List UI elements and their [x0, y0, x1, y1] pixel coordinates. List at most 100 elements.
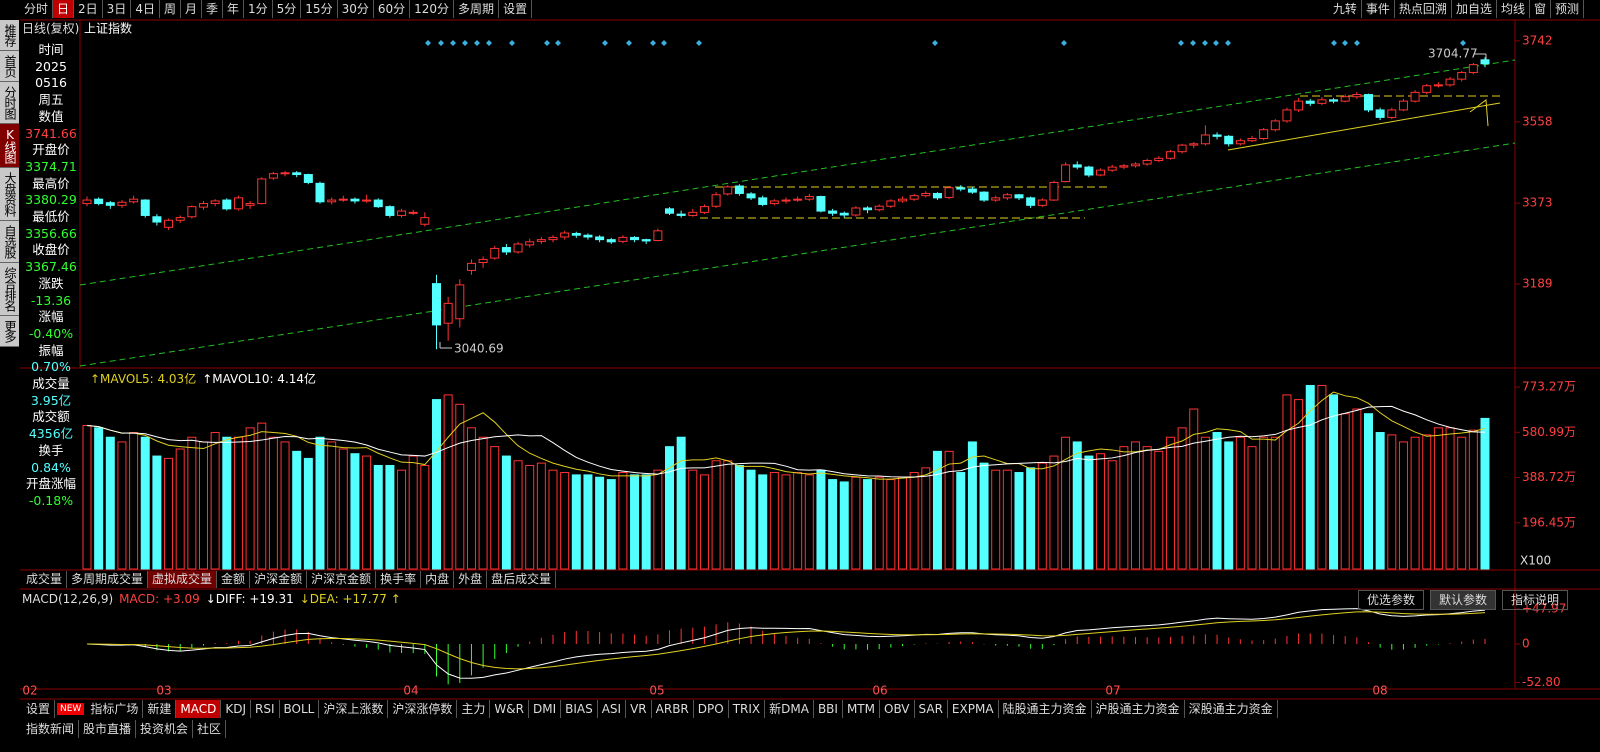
indicator-tab[interactable]: BOLL: [280, 700, 320, 718]
tool-button[interactable]: 预测: [1551, 0, 1584, 18]
period-tab[interactable]: 日: [53, 0, 75, 18]
volume-bar: [1026, 467, 1036, 570]
volume-tab[interactable]: 沪深金额: [250, 571, 308, 588]
volume-bar: [863, 479, 873, 570]
sidebar-tab[interactable]: 更多: [0, 316, 19, 347]
period-tab[interactable]: 1分: [244, 0, 273, 18]
indicator-tab[interactable]: DMI: [529, 700, 562, 718]
volume-bar: [1177, 427, 1187, 570]
macd-label: ↓DIFF: +19.31: [205, 592, 294, 606]
info-label: 成交量: [32, 376, 70, 392]
indicator-tab[interactable]: SAR: [915, 700, 948, 718]
tool-button[interactable]: 窗: [1530, 0, 1551, 18]
indicator-tab[interactable]: BIAS: [561, 700, 598, 718]
volume-bar: [665, 446, 674, 570]
indicator-tab[interactable]: NEW: [57, 703, 85, 715]
period-tab[interactable]: 季: [202, 0, 223, 18]
indicator-tab[interactable]: 新建: [143, 700, 177, 718]
sidebar-tab[interactable]: 大盘资料: [0, 168, 19, 221]
volume-tab[interactable]: 换手率: [376, 571, 422, 588]
candle-body: [466, 262, 476, 271]
macd-button[interactable]: 默认参数: [1429, 590, 1496, 610]
period-tab[interactable]: 120分: [410, 0, 455, 18]
indicator-tab[interactable]: RSI: [251, 700, 280, 718]
period-tab[interactable]: 多周期: [454, 0, 500, 18]
news-tab[interactable]: 股市直播: [79, 720, 137, 738]
volume-bar: [583, 474, 593, 570]
indicator-tab[interactable]: MACD: [176, 700, 222, 718]
indicator-tab[interactable]: 沪深上涨数: [319, 700, 389, 718]
tool-button[interactable]: 事件: [1362, 0, 1395, 18]
volume-bar: [1364, 413, 1373, 570]
indicator-tab[interactable]: ARBR: [652, 700, 694, 718]
candle-body: [1142, 159, 1152, 165]
period-tab[interactable]: 30分: [338, 0, 374, 18]
period-tab[interactable]: 5分: [273, 0, 302, 18]
tool-button[interactable]: 均线: [1497, 0, 1530, 18]
sidebar-tab[interactable]: K线图: [0, 124, 19, 168]
indicator-tab[interactable]: 沪深涨停数: [388, 700, 458, 718]
period-tab[interactable]: 15分: [301, 0, 338, 18]
volume-bar: [1329, 394, 1339, 570]
volume-tab[interactable]: 虚拟成交量: [148, 571, 218, 588]
volume-tab[interactable]: 金额: [217, 571, 251, 588]
indicator-tab[interactable]: 陆股通主力资金: [999, 700, 1092, 718]
indicator-tab[interactable]: OBV: [880, 700, 915, 718]
sidebar-tab[interactable]: 首页: [0, 51, 19, 82]
sidebar-tab[interactable]: 推荐: [0, 20, 19, 51]
indicator-tab[interactable]: 主力: [457, 700, 491, 718]
indicator-tab[interactable]: BBI: [814, 700, 843, 718]
candle-body: [1270, 120, 1280, 131]
volume-bar: [257, 422, 267, 570]
period-tab[interactable]: 周: [160, 0, 181, 18]
indicator-tab[interactable]: TRIX: [729, 700, 766, 718]
candle-body: [525, 241, 535, 246]
indicator-tab[interactable]: 设置: [22, 700, 56, 718]
sidebar-tab[interactable]: 自选股: [0, 221, 19, 263]
indicator-tab[interactable]: DPO: [694, 700, 729, 718]
period-tab[interactable]: 月: [181, 0, 202, 18]
indicator-tab[interactable]: 沪股通主力资金: [1092, 700, 1185, 718]
indicator-tab[interactable]: ASI: [598, 700, 627, 718]
period-tab[interactable]: 设置: [499, 0, 533, 18]
volume-bar: [1037, 462, 1047, 570]
indicator-tab[interactable]: W&R: [490, 700, 529, 718]
indicator-tab[interactable]: KDJ: [221, 700, 252, 718]
period-tab[interactable]: 3日: [103, 0, 132, 18]
period-tab[interactable]: 年: [223, 0, 245, 18]
candle-body: [571, 232, 581, 236]
volume-bar: [991, 469, 1001, 570]
period-tab[interactable]: 分时: [20, 0, 54, 18]
tool-button[interactable]: 加自选: [1452, 0, 1497, 18]
volume-tab[interactable]: 成交量: [22, 571, 68, 588]
candle-body: [967, 188, 977, 193]
candle-body: [839, 212, 849, 216]
indicator-tab[interactable]: MTM: [843, 700, 880, 718]
candle-body: [758, 197, 768, 205]
sidebar-tab[interactable]: 分时图: [0, 82, 19, 124]
period-tab[interactable]: 2日: [74, 0, 103, 18]
volume-tab[interactable]: 外盘: [454, 571, 488, 588]
volume-tab[interactable]: 盘后成交量: [487, 571, 557, 588]
volume-tab[interactable]: 多周期成交量: [67, 571, 149, 588]
tool-button[interactable]: 九转: [1329, 0, 1362, 18]
indicator-tab[interactable]: 深股通主力资金: [1185, 700, 1278, 718]
news-tab[interactable]: 社区: [193, 720, 227, 738]
indicator-tab[interactable]: EXPMA: [948, 700, 999, 718]
macd-button[interactable]: 优选参数: [1357, 590, 1424, 610]
candle-body: [175, 217, 185, 221]
period-tab[interactable]: 60分: [374, 0, 411, 18]
sidebar-tab[interactable]: 综合排名: [0, 263, 19, 316]
volume-tab[interactable]: 沪深京金额: [307, 571, 377, 588]
candle-body: [641, 239, 651, 242]
indicator-tab[interactable]: 新DMA: [765, 700, 814, 718]
indicator-tab[interactable]: VR: [626, 700, 652, 718]
volume-bar: [1375, 432, 1385, 570]
tool-button[interactable]: 热点回溯: [1395, 0, 1452, 18]
volume-tab[interactable]: 内盘: [421, 571, 455, 588]
period-tab[interactable]: 4日: [131, 0, 160, 18]
news-tab[interactable]: 指数新闻: [22, 720, 80, 738]
macd-button[interactable]: 指标说明: [1501, 590, 1568, 610]
indicator-tab[interactable]: 指标广场: [86, 700, 144, 718]
news-tab[interactable]: 投资机会: [136, 720, 194, 738]
